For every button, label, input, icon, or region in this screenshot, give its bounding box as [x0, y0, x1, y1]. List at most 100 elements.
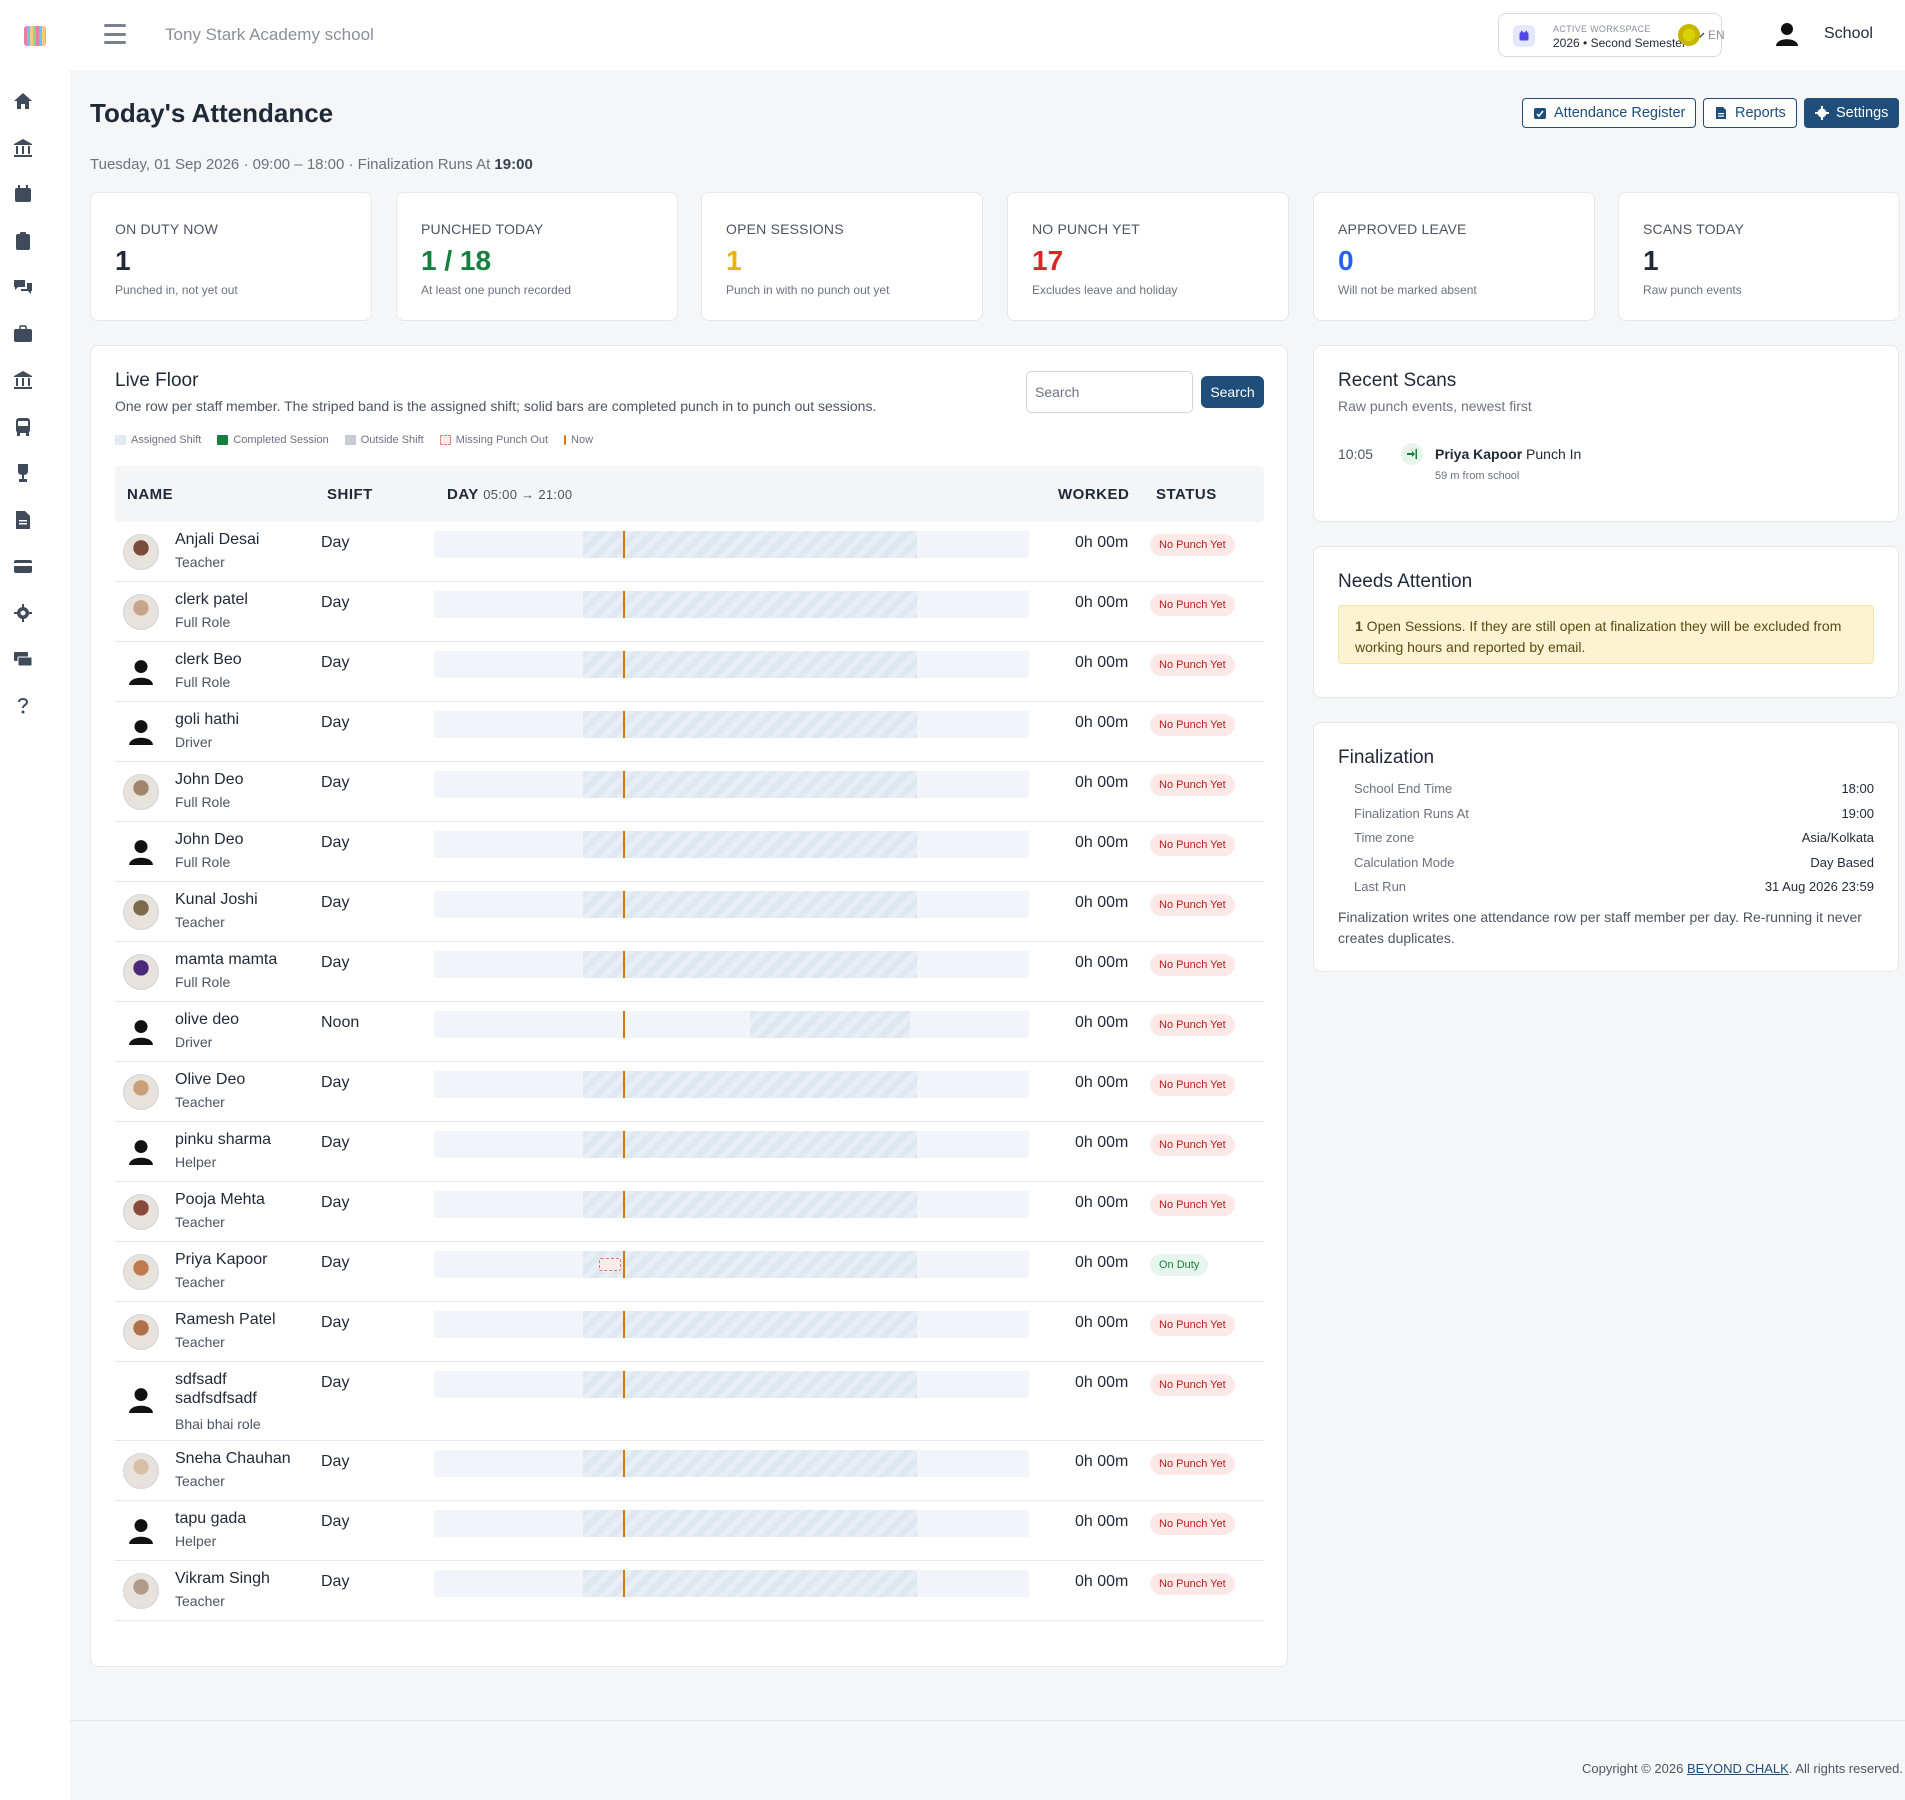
gear-icon[interactable]: [12, 602, 34, 624]
day-timeline: [434, 1450, 1029, 1477]
legend-label: Now: [571, 434, 594, 446]
day-timeline: [434, 531, 1029, 558]
table-row[interactable]: Kunal Joshi Teacher Day 0h 00m No Punch Yet: [115, 882, 1264, 942]
trophy-icon[interactable]: [12, 462, 34, 484]
staff-name[interactable]: clerk Beo: [175, 651, 242, 668]
staff-name[interactable]: Sneha Chauhan: [175, 1450, 291, 1467]
help-icon[interactable]: [12, 695, 34, 717]
now-marker: [622, 831, 625, 858]
side-nav-rail: [0, 0, 70, 1800]
recent-scans-title: Recent Scans: [1338, 370, 1457, 391]
avatar: [123, 1573, 159, 1609]
table-row[interactable]: Sneha Chauhan Teacher Day 0h 00m No Punch Ye…: [115, 1441, 1264, 1501]
stat-caption: Punch in with no punch out yet: [726, 283, 890, 297]
workspace-selector[interactable]: ACTIVE WORKSPACE 2026 • Second Semester: [1498, 13, 1722, 57]
table-row[interactable]: clerk patel Full Role Day 0h 00m No Punch Ye…: [115, 582, 1264, 642]
briefcase-icon[interactable]: [12, 323, 34, 345]
table-row[interactable]: Vikram Singh Teacher Day 0h 00m No Punch Yet: [115, 1561, 1264, 1621]
table-row[interactable]: goli hathi Driver Day 0h 00m No Punch Yet: [115, 702, 1264, 762]
worked-time: 0h 00m: [1075, 594, 1129, 611]
table-row[interactable]: clerk Beo Full Role Day 0h 00m No Punch Yet: [115, 642, 1264, 702]
attendance-register-button[interactable]: Attendance Register: [1522, 98, 1697, 128]
table-row[interactable]: tapu gada Helper Day 0h 00m No Punch Yet: [115, 1501, 1264, 1561]
calendar-icon[interactable]: [12, 183, 34, 205]
staff-name[interactable]: Vikram Singh: [175, 1570, 270, 1587]
avatar: [123, 654, 159, 690]
staff-name[interactable]: Pooja Mehta: [175, 1191, 265, 1208]
staff-name[interactable]: clerk patel: [175, 591, 248, 608]
table-row[interactable]: olive deo Driver Noon 0h 00m No Punch Yet: [115, 1002, 1264, 1062]
table-row[interactable]: Olive Deo Teacher Day 0h 00m No Punch Yet: [115, 1062, 1264, 1122]
staff-name[interactable]: Olive Deo: [175, 1071, 246, 1088]
finalization-row: Finalization Runs At 19:00: [1354, 806, 1874, 821]
table-row[interactable]: Anjali Desai Teacher Day 0h 00m No Punch Yet: [115, 522, 1264, 582]
hamburger-menu-icon[interactable]: [104, 24, 126, 44]
home-icon[interactable]: [12, 90, 34, 112]
table-row[interactable]: pinku sharma Helper Day 0h 00m No Punch Yet: [115, 1122, 1264, 1182]
chat-icon[interactable]: [12, 276, 34, 298]
bank-icon[interactable]: [12, 137, 34, 159]
staff-name[interactable]: goli hathi: [175, 711, 240, 728]
col-status[interactable]: STATUS: [1156, 486, 1217, 503]
staff-name[interactable]: tapu gada: [175, 1510, 247, 1527]
app-logo[interactable]: [24, 26, 46, 46]
col-worked[interactable]: WORKED: [1058, 486, 1130, 503]
status-badge: No Punch Yet: [1150, 1194, 1235, 1216]
staff-name[interactable]: Kunal Joshi: [175, 891, 258, 908]
scan-entry[interactable]: Priya Kapoor Punch In: [1435, 446, 1582, 462]
user-avatar-icon[interactable]: [1776, 22, 1798, 46]
staff-name[interactable]: John Deo: [175, 831, 244, 848]
staff-name[interactable]: Priya Kapoor: [175, 1251, 268, 1268]
language-flag-icon[interactable]: [1678, 24, 1700, 46]
money-icon[interactable]: [12, 648, 34, 670]
legend-label: Outside Shift: [360, 434, 424, 446]
stat-caption: Punched in, not yet out: [115, 283, 238, 297]
shift-name: Day: [321, 1453, 350, 1470]
punch-in-icon: [1401, 443, 1423, 465]
table-row[interactable]: Ramesh Patel Teacher Day 0h 00m No Punch Yet: [115, 1302, 1264, 1362]
staff-name[interactable]: mamta mamta: [175, 951, 278, 968]
document-icon[interactable]: [12, 509, 34, 531]
legend-swatch: [564, 435, 567, 445]
reports-button[interactable]: Reports: [1703, 98, 1797, 128]
settings-button[interactable]: Settings: [1804, 98, 1900, 128]
table-row[interactable]: John Deo Full Role Day 0h 00m No Punch Yet: [115, 762, 1264, 822]
staff-name[interactable]: Ramesh Patel: [175, 1311, 276, 1328]
stat-label: SCANS TODAY: [1643, 221, 1745, 237]
shift-name: Day: [321, 774, 350, 791]
staff-role: Driver: [175, 1034, 213, 1050]
col-name[interactable]: NAME: [127, 486, 174, 503]
staff-name[interactable]: pinku sharma: [175, 1131, 272, 1148]
staff-name[interactable]: sdfsadf sadfsdfsadf: [175, 1371, 257, 1407]
shift-name: Day: [321, 1074, 350, 1091]
stat-label: PUNCHED TODAY: [421, 221, 544, 237]
staff-name[interactable]: olive deo: [175, 1011, 240, 1028]
assigned-shift-band: [582, 1191, 918, 1218]
open-sessions-alert: 1 Open Sessions. If they are still open …: [1338, 605, 1874, 664]
legend-label: Completed Session: [233, 434, 329, 446]
table-row[interactable]: Priya Kapoor Teacher Day 0h 00m On Duty: [115, 1242, 1264, 1302]
table-row[interactable]: Pooja Mehta Teacher Day 0h 00m No Punch Yet: [115, 1182, 1264, 1242]
staff-name[interactable]: John Deo: [175, 771, 244, 788]
search-input[interactable]: [1026, 371, 1193, 413]
shift-name: Day: [321, 654, 350, 671]
day-timeline: [434, 1251, 1029, 1278]
user-name[interactable]: School: [1824, 25, 1873, 42]
staff-name[interactable]: Anjali Desai: [175, 531, 260, 548]
shift-name: Day: [321, 594, 350, 611]
table-header: NAME SHIFT DAY 05:00 → 21:00 WORKED STAT…: [115, 466, 1264, 522]
search-button[interactable]: Search: [1201, 376, 1264, 408]
table-row[interactable]: sdfsadf sadfsdfsadf Bhai bhai role Day 0h 0…: [115, 1362, 1264, 1441]
card-icon[interactable]: [12, 555, 34, 577]
table-row[interactable]: John Deo Full Role Day 0h 00m No Punch Yet: [115, 822, 1264, 882]
beyond-chalk-link[interactable]: BEYOND CHALK: [1686, 1761, 1789, 1776]
table-row[interactable]: mamta mamta Full Role Day 0h 00m No Punch Ye…: [115, 942, 1264, 1002]
legend-item: Completed Session: [217, 434, 329, 446]
day-timeline: [434, 1011, 1029, 1038]
col-shift[interactable]: SHIFT: [327, 486, 373, 503]
bus-icon[interactable]: [12, 416, 34, 438]
institution-icon[interactable]: [12, 369, 34, 391]
day-timeline: [434, 1570, 1029, 1597]
language-code[interactable]: EN: [1708, 28, 1725, 42]
clipboard-icon[interactable]: [12, 230, 34, 252]
